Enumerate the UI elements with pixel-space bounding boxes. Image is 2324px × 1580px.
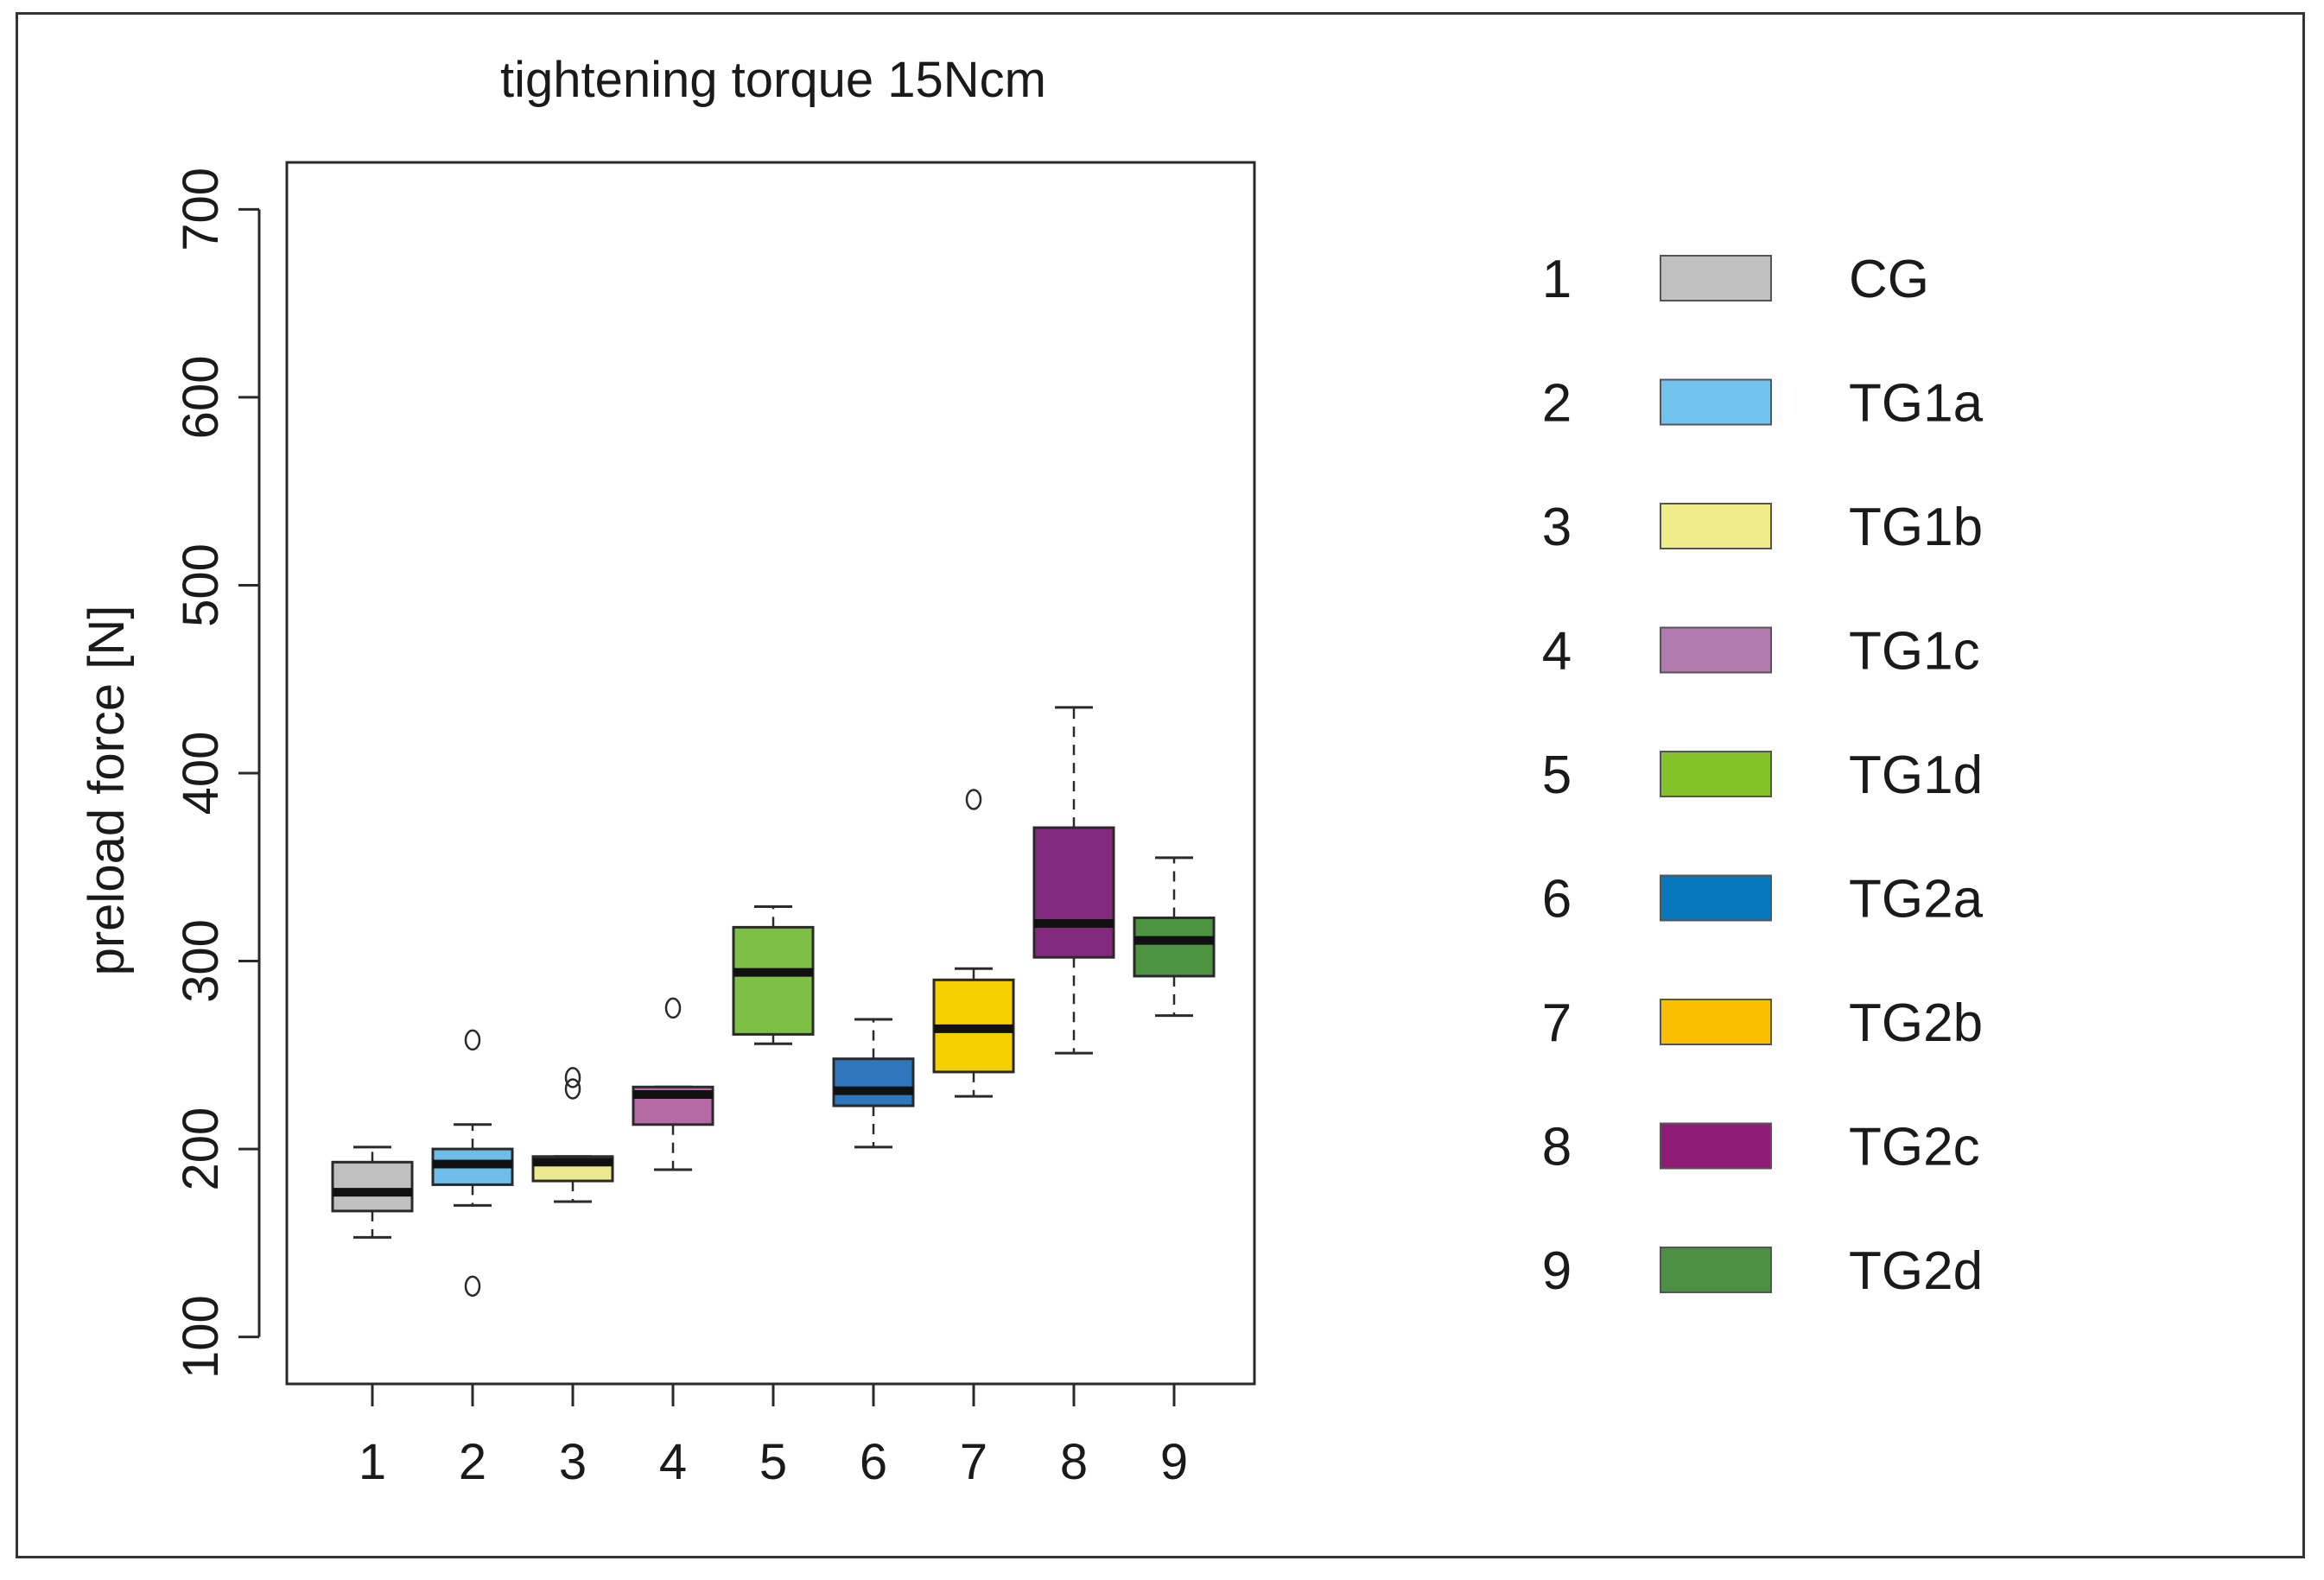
outlier-point xyxy=(464,1275,481,1298)
x-tick-label: 7 xyxy=(960,1434,987,1490)
legend-label: TG2c xyxy=(1849,1118,1980,1177)
y-tick-label: 700 xyxy=(173,168,229,251)
legend-swatch xyxy=(1660,751,1772,797)
box xyxy=(732,925,815,1036)
legend-number: 6 xyxy=(1542,870,1572,930)
box xyxy=(1032,826,1115,959)
legend: 1 CG 2 TG1a 3 TG1b 4 TG1c 5 TG1d 6 TG2a 7 TG2b 8 TG2c 9 T… xyxy=(1542,250,1984,1301)
outlier-point xyxy=(564,1078,581,1100)
y-axis-label: preload force [N] xyxy=(79,606,135,976)
y-tick-label: 300 xyxy=(173,919,229,1003)
legend-label: TG1c xyxy=(1849,622,1980,682)
box-group-8 xyxy=(1032,706,1115,1055)
legend-entry-6: 6 TG2a xyxy=(1542,870,1984,930)
outlier-point xyxy=(464,1029,481,1051)
y-tick-label: 400 xyxy=(173,732,229,815)
x-tick-label: 6 xyxy=(860,1434,887,1490)
legend-number: 3 xyxy=(1542,498,1572,557)
legend-entry-3: 3 TG1b xyxy=(1542,498,1983,557)
y-tick-label: 100 xyxy=(173,1295,229,1379)
plot-area xyxy=(285,161,1256,1386)
legend-number: 1 xyxy=(1542,250,1572,309)
y-axis: 100 200 300 400 500 600 700 xyxy=(173,168,261,1379)
legend-number: 2 xyxy=(1542,374,1572,434)
legend-entry-9: 9 TG2d xyxy=(1542,1241,1983,1301)
legend-entry-4: 4 TG1c xyxy=(1542,622,1980,682)
legend-label: TG2d xyxy=(1849,1241,1983,1301)
legend-entry-1: 1 CG xyxy=(1542,250,1929,309)
figure-frame xyxy=(16,12,2305,1558)
legend-entry-8: 8 TG2c xyxy=(1542,1118,1980,1177)
legend-entry-2: 2 TG1a xyxy=(1542,374,1984,434)
box xyxy=(331,1160,414,1213)
legend-label: CG xyxy=(1849,250,1929,309)
legend-swatch xyxy=(1660,255,1772,301)
x-tick-label: 4 xyxy=(659,1434,687,1490)
box xyxy=(832,1057,915,1107)
legend-number: 5 xyxy=(1542,746,1572,805)
box-group-6 xyxy=(832,1018,915,1149)
box-group-5 xyxy=(732,904,815,1045)
box-group-1 xyxy=(331,1145,414,1239)
legend-swatch xyxy=(1660,874,1772,922)
box-group-4 xyxy=(632,997,714,1171)
legend-swatch xyxy=(1660,503,1772,549)
outlier-point xyxy=(965,789,982,810)
outlier-point xyxy=(564,1067,581,1088)
legend-number: 7 xyxy=(1542,993,1572,1053)
y-tick-label: 500 xyxy=(173,543,229,627)
chart-title: tightening torque 15Ncm xyxy=(500,52,1046,108)
legend-number: 8 xyxy=(1542,1118,1572,1177)
box xyxy=(1133,917,1216,978)
x-tick-label: 5 xyxy=(759,1434,787,1490)
box-group-9 xyxy=(1133,856,1216,1018)
x-tick-label: 3 xyxy=(559,1434,587,1490)
x-axis: 1 2 3 4 5 6 7 8 9 xyxy=(359,1382,1188,1490)
legend-swatch xyxy=(1660,626,1772,674)
x-tick-label: 1 xyxy=(359,1434,386,1490)
legend-swatch xyxy=(1660,378,1772,426)
legend-swatch xyxy=(1660,1247,1772,1293)
outlier-point xyxy=(664,997,682,1019)
x-tick-label: 9 xyxy=(1160,1434,1188,1490)
legend-label: TG1b xyxy=(1849,498,1983,557)
legend-label: TG2b xyxy=(1849,993,1983,1053)
x-tick-label: 2 xyxy=(459,1434,486,1490)
legend-number: 9 xyxy=(1542,1241,1572,1301)
legend-entry-5: 5 TG1d xyxy=(1542,746,1983,805)
y-tick-label: 200 xyxy=(173,1107,229,1191)
legend-swatch xyxy=(1660,999,1772,1045)
boxes xyxy=(331,706,1216,1298)
x-tick-label: 8 xyxy=(1060,1434,1088,1490)
box-group-3 xyxy=(531,1067,614,1203)
box-group-7 xyxy=(932,789,1015,1098)
legend-swatch xyxy=(1660,1122,1772,1170)
legend-entry-7: 7 TG2b xyxy=(1542,993,1983,1053)
y-tick-label: 600 xyxy=(173,356,229,440)
legend-label: TG1a xyxy=(1849,374,1984,434)
box-group-2 xyxy=(431,1029,514,1298)
legend-number: 4 xyxy=(1542,622,1572,682)
legend-label: TG2a xyxy=(1849,870,1984,930)
legend-label: TG1d xyxy=(1849,746,1983,805)
